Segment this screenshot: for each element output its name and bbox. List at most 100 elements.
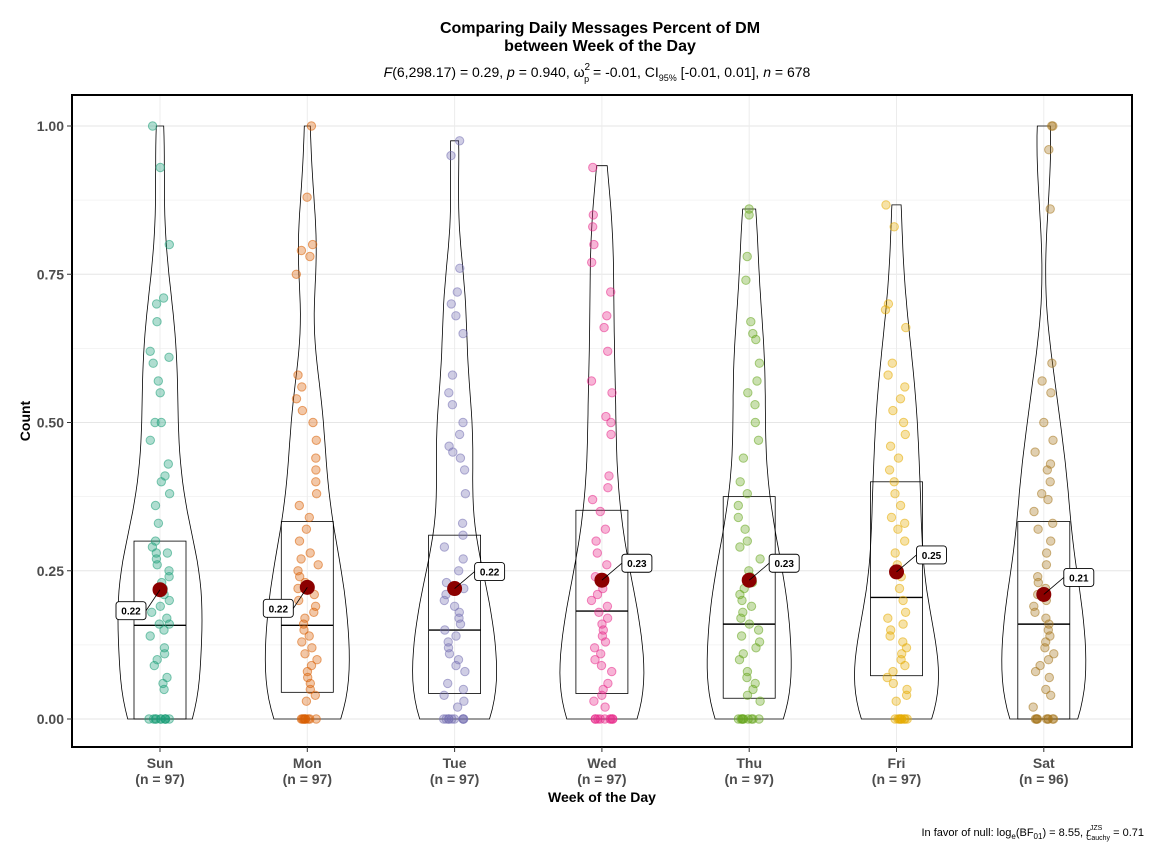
y-tick-label: 1.00 [37, 118, 64, 134]
data-point [147, 607, 157, 617]
data-point [733, 500, 743, 511]
data-point [893, 453, 904, 463]
data-point [755, 554, 765, 564]
data-point [300, 649, 310, 659]
mean-label-leader [454, 571, 475, 589]
data-point [162, 672, 172, 683]
data-point [446, 150, 456, 161]
data-point [150, 500, 161, 511]
data-point [753, 435, 764, 445]
data-point [898, 637, 908, 647]
data-point [150, 536, 161, 546]
data-point [297, 637, 307, 647]
data-point [301, 696, 312, 706]
mean-label-leader [1043, 577, 1065, 595]
data-point [1045, 477, 1055, 487]
data-point [148, 714, 159, 724]
y-axis-title: Count [17, 400, 33, 441]
data-point [606, 287, 616, 297]
data-point [738, 649, 748, 659]
violin-tue [412, 140, 498, 720]
data-point [592, 548, 602, 558]
data-point [1028, 702, 1038, 712]
data-point [453, 655, 464, 665]
y-tick-label: 0.75 [37, 266, 64, 282]
x-tick-label: Sat [1033, 755, 1055, 771]
data-point [883, 370, 893, 380]
data-point [439, 542, 450, 552]
data-point [153, 518, 164, 528]
data-point [294, 536, 305, 546]
data-point [900, 536, 910, 546]
data-point [899, 714, 909, 724]
mean-label-box [916, 545, 947, 565]
chart-title-line2: between Week of the Day [504, 38, 696, 55]
x-tick-n-label: (n = 97) [724, 771, 773, 787]
data-point [600, 702, 610, 712]
data-point [1037, 489, 1047, 499]
data-point [743, 388, 753, 398]
data-point [607, 388, 617, 398]
data-point [460, 489, 471, 499]
data-point [451, 631, 461, 641]
data-point [886, 625, 896, 635]
data-point [305, 251, 315, 262]
mean-label-box [115, 601, 147, 621]
data-point [304, 631, 314, 641]
data-point [606, 417, 616, 428]
data-point [439, 690, 449, 700]
data-point [588, 162, 598, 173]
data-point [601, 411, 611, 422]
data-point [1046, 536, 1056, 546]
data-point [164, 566, 174, 576]
data-point [587, 257, 597, 268]
data-point [752, 376, 762, 386]
data-point [744, 619, 755, 629]
mean-label: 0.22 [480, 568, 500, 579]
data-point [1037, 376, 1047, 386]
x-tick-label: Mon [293, 755, 322, 771]
data-point [1044, 672, 1055, 683]
data-point [458, 684, 469, 695]
data-point [901, 322, 911, 333]
data-point [155, 162, 166, 173]
data-point [587, 494, 598, 505]
data-point [889, 477, 899, 487]
data-point [894, 583, 905, 594]
x-tick-label: Sun [147, 755, 173, 771]
data-point [1039, 417, 1049, 428]
data-point [900, 518, 910, 528]
x-axis-title: Week of the Day [548, 789, 656, 805]
data-point [293, 566, 303, 576]
data-point [1046, 690, 1056, 700]
data-point [586, 376, 597, 386]
data-point [159, 643, 170, 653]
data-point [164, 352, 174, 362]
data-point [735, 477, 745, 487]
data-point [455, 453, 466, 463]
data-point [594, 607, 604, 617]
data-point [1045, 459, 1056, 469]
data-point [888, 678, 899, 689]
data-point [444, 441, 454, 451]
data-point [741, 275, 751, 285]
data-point [458, 530, 468, 540]
jitter-points [144, 121, 1059, 724]
data-point [1047, 358, 1057, 368]
data-point [152, 317, 162, 327]
data-point [889, 222, 899, 232]
box-thu [722, 496, 776, 699]
mean-label: 0.22 [121, 607, 141, 618]
violin-sat [1001, 125, 1087, 720]
data-point [750, 400, 760, 410]
data-point [1043, 655, 1054, 665]
data-point [898, 417, 909, 428]
data-point [1041, 714, 1052, 724]
data-point [602, 560, 612, 570]
data-point [606, 429, 616, 440]
data-point [307, 239, 318, 250]
data-point [603, 346, 613, 356]
data-point [602, 613, 613, 623]
mean-label-leader [601, 562, 623, 581]
